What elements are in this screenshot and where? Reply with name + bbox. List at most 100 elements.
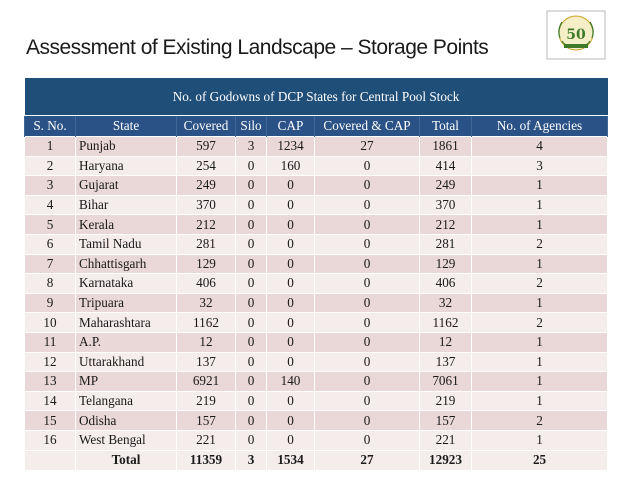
covered-cap-cell: 0: [314, 155, 420, 177]
agencies-cell: 3: [470, 155, 609, 177]
covered-cap-cell: 0: [314, 175, 420, 196]
state-cell: Bihar: [75, 194, 177, 216]
total-cell: 7061: [419, 371, 472, 392]
covered-cap-cell: 0: [314, 194, 420, 216]
total-cell: 212: [419, 214, 472, 235]
total-cell: 281: [419, 233, 472, 255]
cap-cell: 0: [266, 273, 315, 294]
total-cap: 1534: [266, 449, 315, 471]
table-row: 12 Uttarakhand 137 0 0 0 137 1: [24, 351, 609, 373]
serial-cell: 8: [24, 273, 76, 294]
godowns-table: No. of Godowns of DCP States for Central…: [24, 78, 609, 471]
table-caption: No. of Godowns of DCP States for Central…: [24, 78, 608, 116]
agencies-cell: 1: [470, 351, 609, 373]
serial-cell: 11: [24, 331, 76, 353]
total-label: Total: [75, 449, 177, 471]
silo-cell: 0: [235, 273, 267, 294]
serial-cell: 14: [24, 390, 76, 412]
total-cell: 32: [419, 292, 472, 314]
silo-cell: 0: [235, 233, 267, 255]
covered-cap-cell: 0: [314, 429, 420, 451]
cap-cell: 0: [266, 253, 315, 275]
serial-cell: 9: [24, 292, 76, 314]
covered-cell: 219: [176, 390, 236, 412]
cap-cell: 0: [266, 214, 315, 235]
covered-cell: 157: [176, 410, 236, 431]
total-covered-cap: 27: [314, 449, 420, 471]
serial-cell: 7: [24, 253, 76, 275]
serial-cell: 10: [24, 312, 76, 333]
silo-cell: 0: [235, 331, 267, 353]
covered-cap-cell: 0: [314, 312, 420, 333]
agencies-cell: 4: [470, 136, 609, 157]
covered-cell: 212: [176, 214, 236, 235]
agencies-cell: 2: [470, 410, 609, 431]
column-header: Silo: [235, 115, 267, 137]
state-cell: MP: [75, 371, 177, 392]
state-cell: Odisha: [75, 410, 177, 431]
total-cell: 157: [419, 410, 472, 431]
table-row: 1 Punjab 597 3 1234 27 1861 4: [24, 136, 609, 157]
agencies-cell: 2: [470, 233, 609, 255]
silo-cell: 0: [235, 312, 267, 333]
serial-cell: 16: [24, 429, 76, 451]
slide-title: Assessment of Existing Landscape – Stora…: [26, 36, 489, 59]
table-header-row: S. No. State Covered Silo CAP Covered & CAP To…: [24, 115, 609, 137]
silo-cell: 0: [235, 155, 267, 177]
column-header: S. No.: [24, 115, 76, 137]
serial-cell: 13: [24, 371, 76, 392]
covered-cap-cell: 27: [314, 136, 420, 157]
serial-cell: 6: [24, 233, 76, 255]
total-cell: 406: [419, 273, 472, 294]
agencies-cell: 1: [470, 194, 609, 216]
total-cell: 12: [419, 331, 472, 353]
silo-cell: 0: [235, 194, 267, 216]
column-header: State: [75, 115, 177, 137]
silo-cell: 0: [235, 214, 267, 235]
cap-cell: 0: [266, 429, 315, 451]
cap-cell: 0: [266, 410, 315, 431]
state-cell: A.P.: [75, 331, 177, 353]
state-cell: Kerala: [75, 214, 177, 235]
covered-cell: 221: [176, 429, 236, 451]
covered-cap-cell: 0: [314, 331, 420, 353]
total-cell: 249: [419, 175, 472, 196]
total-cell: 129: [419, 253, 472, 275]
state-cell: Telangana: [75, 390, 177, 412]
total-cell: 370: [419, 194, 472, 216]
total-cell: 221: [419, 429, 472, 451]
cap-cell: 0: [266, 312, 315, 333]
total-silo: 3: [235, 449, 267, 471]
silo-cell: 0: [235, 292, 267, 314]
agencies-cell: 1: [470, 371, 609, 392]
total-cell: 1162: [419, 312, 472, 333]
silo-cell: 0: [235, 410, 267, 431]
total-covered: 11359: [176, 449, 236, 471]
cap-cell: 0: [266, 292, 315, 314]
table-row: 9 Tripuara 32 0 0 0 32 1: [24, 292, 609, 314]
covered-cap-cell: 0: [314, 292, 420, 314]
covered-cap-cell: 0: [314, 371, 420, 392]
table-row: 13 MP 6921 0 140 0 7061 1: [24, 371, 609, 392]
total-blank-cell: [24, 449, 76, 471]
total-cell: 414: [419, 155, 472, 177]
cap-cell: 0: [266, 390, 315, 412]
table-row: 14 Telangana 219 0 0 0 219 1: [24, 390, 609, 412]
table-row: 3 Gujarat 249 0 0 0 249 1: [24, 175, 609, 196]
total-row: Total 11359 3 1534 27 12923 25: [24, 449, 609, 471]
cap-cell: 140: [266, 371, 315, 392]
table-row: 15 Odisha 157 0 0 0 157 2: [24, 410, 609, 431]
table-row: 11 A.P. 12 0 0 0 12 1: [24, 331, 609, 353]
covered-cell: 406: [176, 273, 236, 294]
silo-cell: 0: [235, 429, 267, 451]
fifty-years-emblem-icon: 50: [546, 10, 606, 60]
cap-cell: 160: [266, 155, 315, 177]
total-cell: 219: [419, 390, 472, 412]
cap-cell: 0: [266, 233, 315, 255]
covered-cell: 12: [176, 331, 236, 353]
silo-cell: 0: [235, 351, 267, 373]
total-total: 12923: [419, 449, 472, 471]
cap-cell: 0: [266, 351, 315, 373]
state-cell: Maharashtara: [75, 312, 177, 333]
table-row: 4 Bihar 370 0 0 0 370 1: [24, 194, 609, 216]
